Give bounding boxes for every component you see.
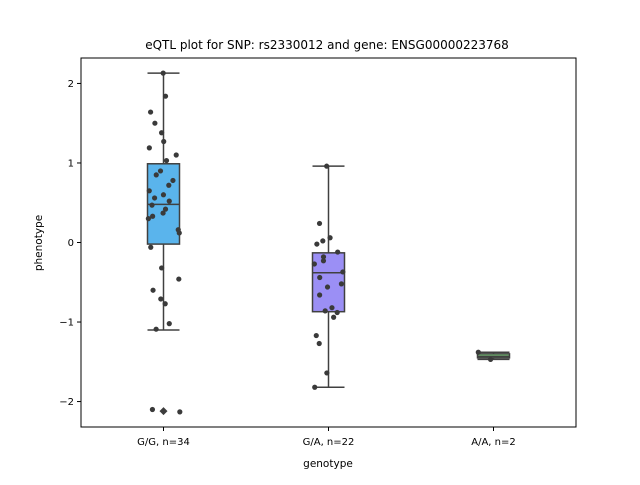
chart-title: eQTL plot for SNP: rs2330012 and gene: E…: [145, 38, 509, 52]
data-point: [166, 182, 172, 188]
data-point: [313, 332, 319, 339]
data-point: [157, 168, 164, 174]
data-point: [334, 309, 340, 316]
data-point: [147, 109, 154, 115]
x-tick-label: G/G, n=34: [137, 437, 190, 448]
data-point: [324, 163, 330, 169]
data-point: [146, 188, 152, 194]
data-point: [316, 220, 323, 227]
data-point: [166, 321, 172, 327]
data-point: [151, 195, 158, 201]
data-point: [176, 230, 182, 236]
data-point: [177, 409, 183, 415]
data-point: [159, 265, 165, 271]
data-point: [162, 301, 168, 307]
data-point: [329, 305, 335, 311]
data-point: [320, 258, 327, 264]
data-point: [335, 249, 341, 255]
data-point: [160, 192, 167, 198]
data-point: [316, 340, 322, 347]
data-point: [320, 254, 327, 260]
data-point: [150, 287, 156, 293]
data-point: [475, 349, 481, 355]
box-iqr: [311, 252, 346, 313]
data-point: [311, 261, 317, 267]
x-tick-label: A/A, n=2: [471, 437, 516, 448]
y-tick-label: −1: [59, 318, 74, 329]
y-axis-label: phenotype: [33, 215, 45, 271]
data-point: [149, 406, 156, 413]
data-point: [312, 384, 318, 390]
data-point: [153, 326, 159, 332]
plot-area: [145, 70, 511, 416]
data-point: [146, 145, 152, 151]
box-group-3: [475, 349, 511, 363]
data-point: [314, 241, 320, 247]
data-point: [317, 292, 323, 298]
data-point: [161, 138, 167, 145]
data-point: [152, 120, 158, 126]
axes: −2 −1 0 1 2 G/G, n=34 G/A, n=22 A/A, n=2: [59, 79, 516, 448]
data-point: [158, 130, 165, 136]
data-point: [327, 235, 333, 241]
data-point: [145, 216, 151, 222]
data-point: [160, 210, 166, 216]
data-point: [162, 206, 169, 212]
data-point: [331, 314, 337, 320]
y-tick-label: 2: [68, 79, 74, 90]
y-tick-label: −2: [59, 397, 74, 408]
data-point: [158, 296, 164, 302]
data-point: [324, 370, 330, 376]
data-point: [166, 198, 172, 204]
data-point: [162, 93, 169, 99]
data-point: [340, 269, 346, 275]
data-point: [322, 308, 328, 314]
data-point: [338, 281, 345, 287]
data-point: [160, 70, 166, 76]
y-tick-label: 1: [68, 158, 74, 169]
box-group-1: [145, 70, 183, 416]
data-point: [176, 276, 182, 282]
data-point: [324, 284, 331, 290]
data-point: [320, 238, 326, 244]
y-tick-label: 0: [68, 238, 74, 249]
data-point: [148, 244, 154, 250]
data-point: [317, 274, 323, 281]
data-point: [149, 202, 155, 208]
data-point: [173, 152, 179, 158]
data-point: [150, 213, 156, 219]
box-group-2: [311, 163, 346, 390]
data-point: [153, 172, 159, 178]
outlier-point: [159, 407, 168, 416]
data-point: [163, 157, 170, 164]
data-point: [170, 177, 176, 184]
x-axis-label: genotype: [303, 458, 353, 470]
x-tick-label: G/A, n=22: [303, 437, 355, 448]
data-point: [487, 356, 494, 363]
